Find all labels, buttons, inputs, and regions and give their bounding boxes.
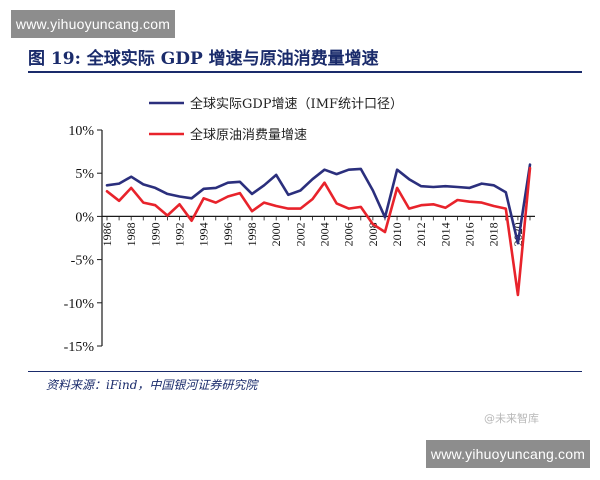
- brand-mark: @未来智库: [484, 412, 539, 425]
- x-tick-label: 1994: [197, 222, 211, 246]
- x-tick-label: 2014: [438, 222, 452, 246]
- y-tick-label: 5%: [75, 167, 94, 182]
- watermark-bottom: www.yihuoyuncang.com: [426, 440, 590, 468]
- x-tick-label: 1988: [124, 222, 138, 246]
- series-line-2: [105, 166, 532, 297]
- legend-label-2: 全球原油消费量增速: [190, 127, 307, 143]
- x-tick-label: 1998: [245, 222, 259, 246]
- series-line-1: [105, 163, 532, 245]
- watermark-top: www.yihuoyuncang.com: [11, 10, 175, 38]
- x-tick-label: 1990: [148, 222, 162, 246]
- x-tick-label: 2006: [342, 222, 356, 246]
- source-rule: [28, 371, 582, 372]
- figure-title: 图 19: 全球实际 GDP 增速与原油消费量增速: [28, 49, 379, 69]
- title-rule: [28, 71, 582, 73]
- x-tick-label: 1992: [173, 222, 187, 246]
- x-tick-label: 2012: [414, 222, 428, 246]
- x-tick-label: 1996: [221, 222, 235, 246]
- y-tick-label: 0%: [75, 210, 94, 225]
- x-tick-label: 2008: [366, 222, 380, 246]
- x-tick-label: 2000: [269, 222, 283, 246]
- y-tick-label: 10%: [68, 124, 94, 139]
- x-tick-label: 2018: [487, 222, 501, 246]
- x-tick-label: 1986: [100, 222, 114, 246]
- legend-label-1: 全球实际GDP增速（IMF统计口径）: [190, 96, 403, 112]
- source-note: 资料来源：iFind，中国银河证券研究院: [46, 378, 258, 392]
- x-tick-label: 2002: [293, 222, 307, 246]
- y-tick-label: -5%: [71, 254, 95, 269]
- y-tick-label: -10%: [64, 297, 95, 312]
- x-tick-label: 2010: [390, 222, 404, 246]
- x-tick-label: 2016: [463, 222, 477, 246]
- y-tick-label: -15%: [64, 340, 95, 355]
- x-tick-label: 2004: [318, 222, 332, 246]
